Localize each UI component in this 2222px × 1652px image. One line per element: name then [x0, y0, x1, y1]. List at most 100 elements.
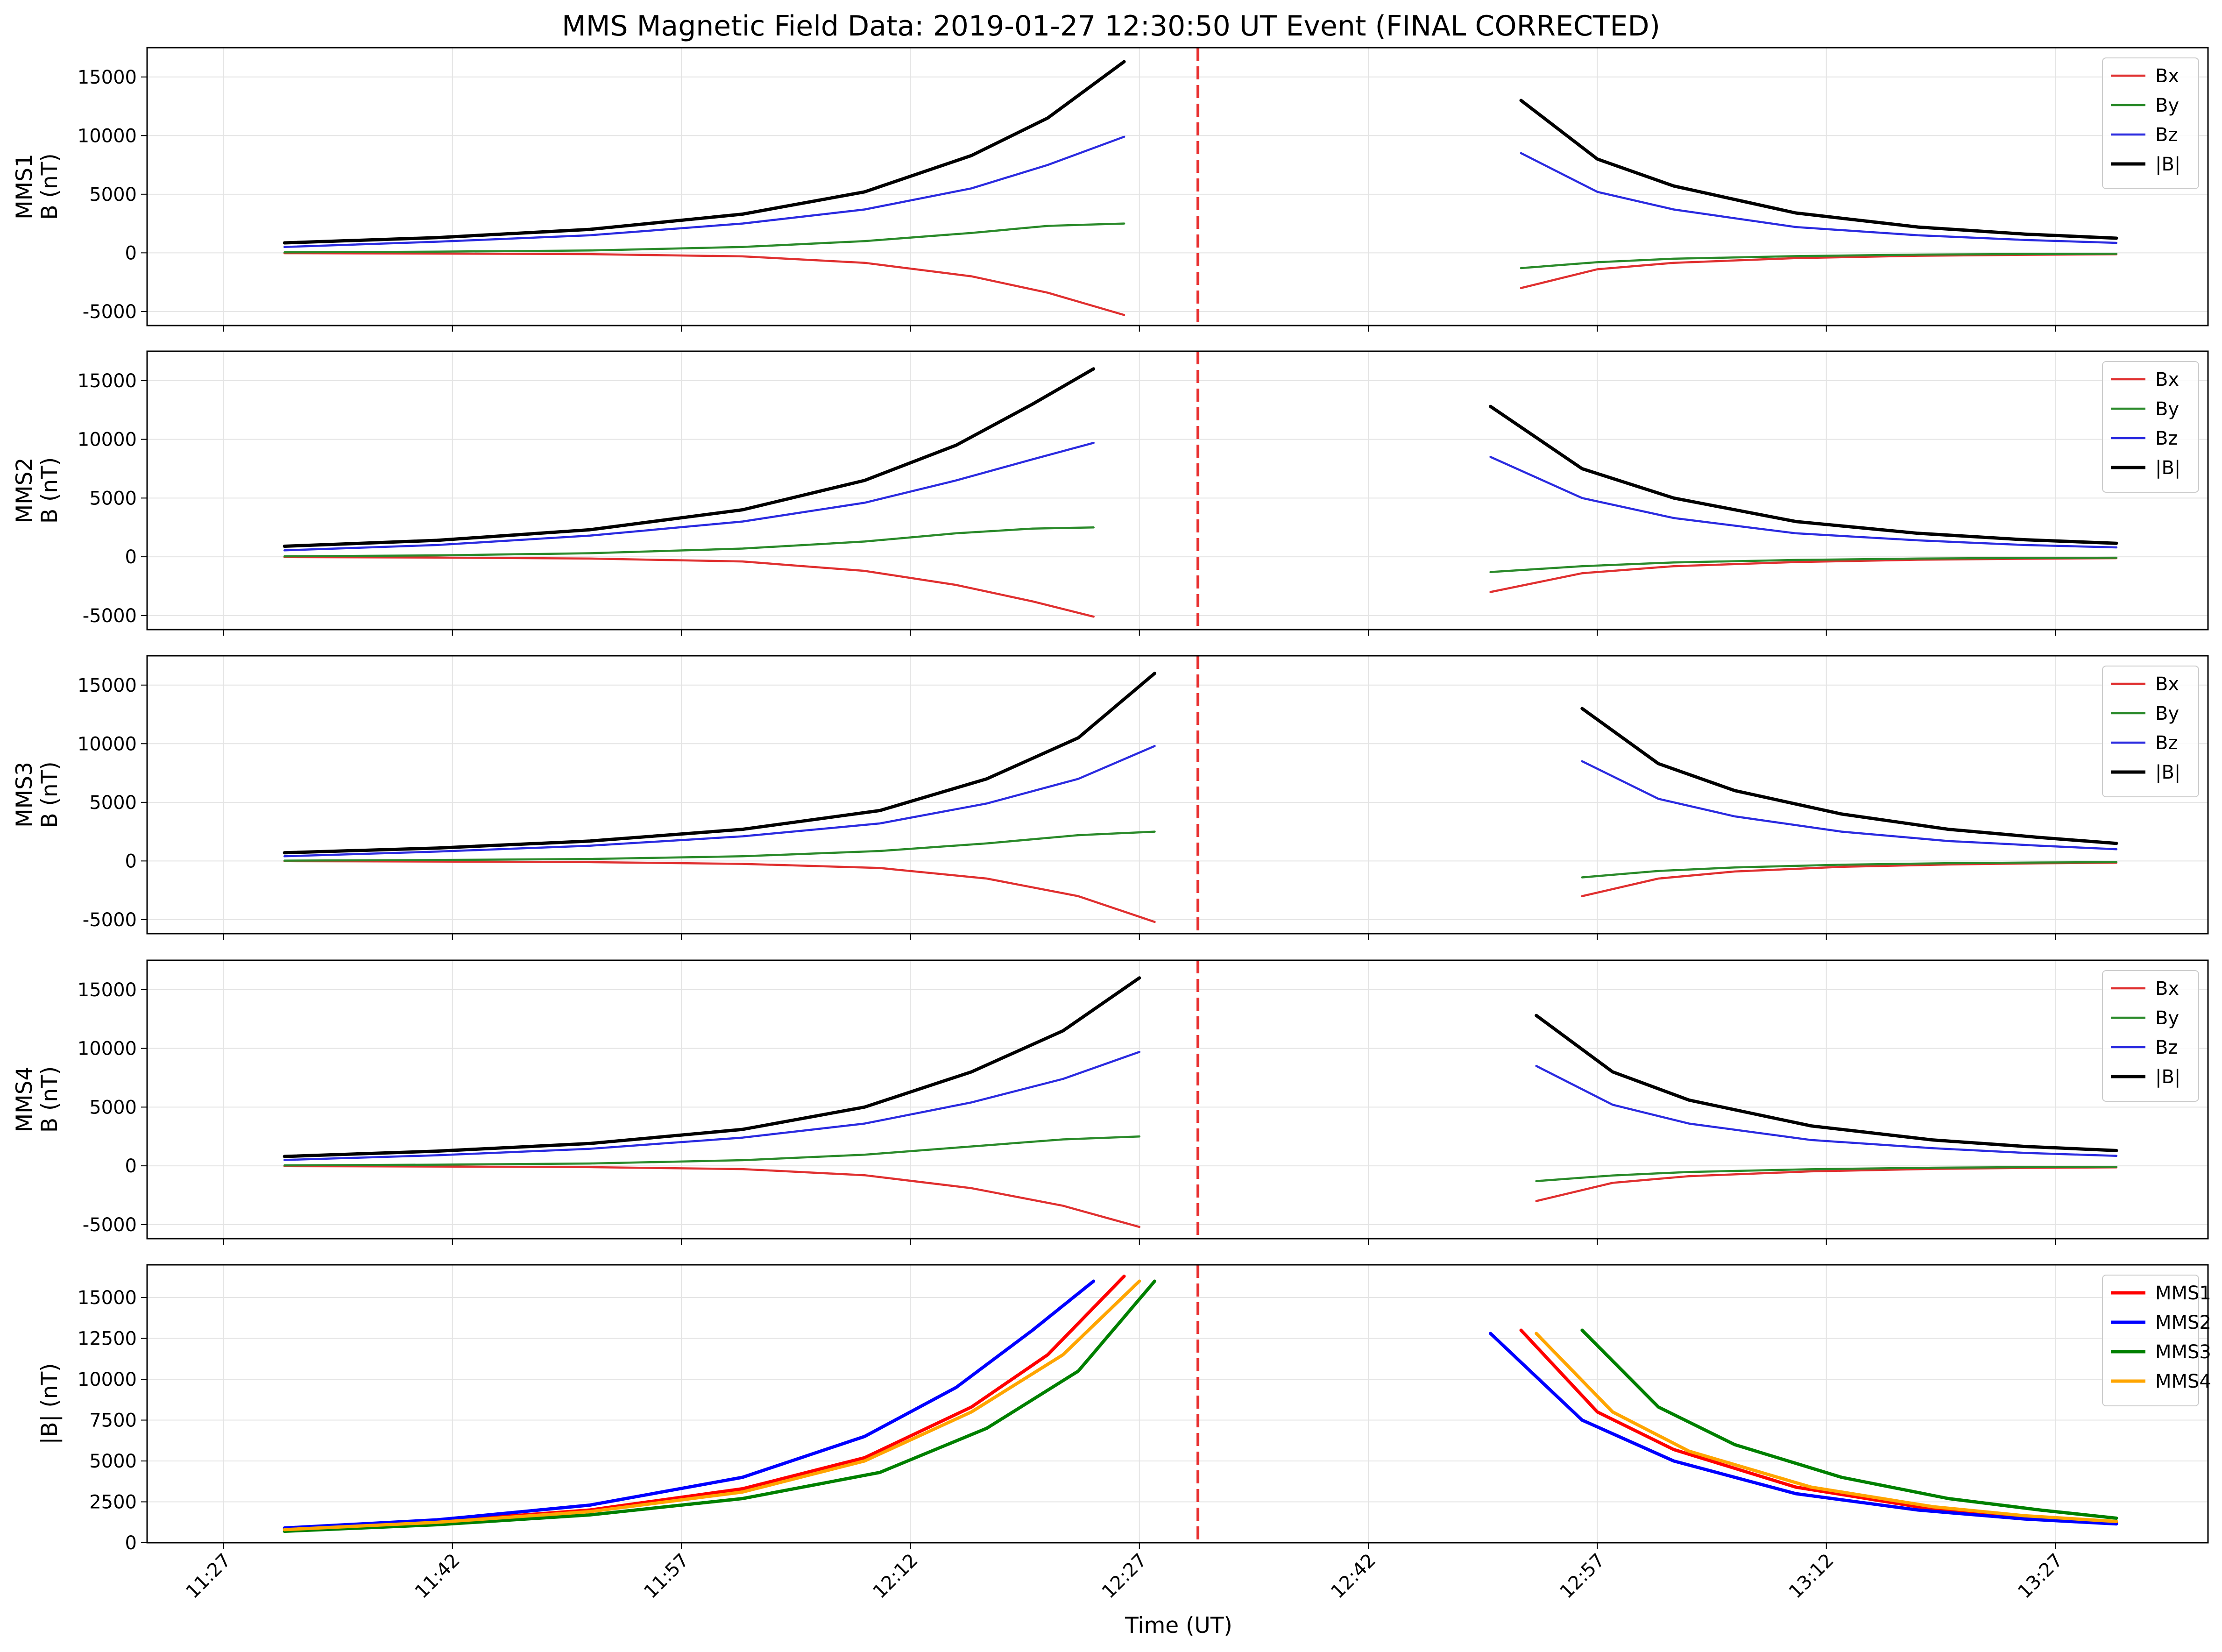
series-line-by	[1489, 556, 2118, 574]
series-line-bz	[1581, 760, 2118, 851]
y-tick-label: 15000	[78, 370, 137, 392]
y-tick-label: 5000	[89, 792, 137, 814]
legend-label: Bx	[2155, 674, 2179, 695]
series-line-bz	[1489, 456, 2118, 549]
y-axis-label: MMS2B (nT)	[12, 457, 63, 524]
y-axis-label: MMS4B (nT)	[12, 1066, 63, 1133]
legend-label: By	[2155, 703, 2179, 724]
series-line-total-b	[1535, 1014, 2118, 1152]
legend-label: |B|	[2155, 762, 2180, 783]
x-tick-label: 12:12	[869, 1550, 922, 1603]
y-tick-label: 5000	[89, 1097, 137, 1118]
plot-frame	[146, 959, 2209, 1240]
series-line-bz	[1535, 1065, 2118, 1157]
panel-mms3: -5000 0 5000 10000 15000 MMS3B (nT) Bx By Bz |B|	[12, 655, 2209, 940]
y-tick-label: -5000	[83, 909, 137, 931]
legend: Bx By Bz |B|	[2102, 57, 2199, 189]
series-line-by	[1520, 253, 2118, 269]
series-lines	[283, 1275, 2118, 1533]
series-line-by	[283, 526, 1095, 558]
series-line-mms2	[283, 1279, 1096, 1530]
legend-label: By	[2155, 398, 2179, 420]
series-line-bx	[283, 556, 1095, 618]
x-tick-label: 12:27	[1098, 1550, 1151, 1603]
y-axis-label-line: B (nT)	[37, 1066, 63, 1133]
y-axis-label-line: B (nT)	[37, 457, 63, 524]
y-axis-label: MMS1B (nT)	[12, 153, 63, 220]
x-tick-label: 12:57	[1556, 1550, 1609, 1603]
series-line-by	[1581, 861, 2118, 879]
legend-label: Bx	[2155, 369, 2179, 390]
legend-label: Bz	[2155, 732, 2178, 754]
series-line-mms4	[1535, 1332, 2118, 1523]
legend: Bx By Bz |B|	[2102, 666, 2199, 797]
y-tick-label: 10000	[78, 733, 137, 755]
legend-label: Bz	[2155, 428, 2178, 449]
series-line-bz	[283, 441, 1095, 552]
y-tick-label: 0	[125, 1532, 137, 1554]
series-line-bz	[1520, 152, 2118, 244]
legend-label: MMS3	[2155, 1341, 2211, 1363]
y-tick-label: 10000	[78, 125, 137, 147]
series-line-mms2	[1489, 1332, 2118, 1526]
series-line-total-b	[283, 367, 1096, 548]
panel-total-b: 0 2500 5000 7500 10000 12500 15000 |B| (nT) MMS1…	[37, 1264, 2211, 1554]
y-tick-label: 5000	[89, 488, 137, 509]
y-tick-label: 15000	[78, 67, 137, 88]
series-line-by	[1535, 1165, 2118, 1183]
y-tick-label: 7500	[89, 1410, 137, 1432]
series-line-bx	[1489, 557, 2118, 593]
y-tick-label: -5000	[83, 605, 137, 627]
legend-box	[2102, 666, 2199, 797]
legend-label: Bz	[2155, 1037, 2178, 1058]
x-tick-label: 11:57	[640, 1550, 693, 1603]
series-lines	[283, 672, 2118, 923]
chart-title: MMS Magnetic Field Data: 2019-01-27 12:3…	[562, 10, 1660, 43]
y-tick-label: -5000	[83, 301, 137, 323]
legend-label: |B|	[2155, 1066, 2180, 1088]
legend-label: Bx	[2155, 978, 2179, 1000]
x-tick-label: 13:12	[1785, 1550, 1838, 1603]
x-tick-label: 11:42	[411, 1550, 464, 1603]
legend-label: By	[2155, 1007, 2179, 1029]
series-line-by	[283, 222, 1125, 254]
legend-label: |B|	[2155, 154, 2180, 175]
series-line-total-b	[1489, 404, 2118, 545]
y-tick-label: 10000	[78, 429, 137, 451]
y-axis-label-line: MMS1	[12, 154, 37, 220]
y-tick-label: 12500	[78, 1328, 137, 1350]
y-tick-label: 10000	[78, 1369, 137, 1390]
y-tick-label: 15000	[78, 1287, 137, 1309]
y-tick-label: 0	[125, 546, 137, 568]
series-lines	[283, 367, 2118, 618]
y-axis-label-line: |B| (nT)	[37, 1363, 63, 1444]
legend-box	[2102, 970, 2199, 1102]
series-line-total-b	[1580, 707, 2118, 845]
series-line-total-b	[283, 976, 1141, 1158]
series-line-bx	[1581, 861, 2118, 897]
y-tick-label: 15000	[78, 675, 137, 696]
series-line-mms3	[1580, 1328, 2118, 1520]
x-axis-label: Time (UT)	[1125, 1613, 1232, 1638]
y-tick-label: 0	[125, 851, 137, 872]
x-tick-label: 12:42	[1327, 1550, 1380, 1603]
series-lines	[283, 976, 2118, 1228]
y-tick-label: 5000	[89, 184, 137, 206]
legend-box	[2102, 361, 2199, 493]
legend: Bx By Bz |B|	[2102, 361, 2199, 493]
legend-label: Bz	[2155, 124, 2178, 146]
legend-box	[2102, 1275, 2199, 1406]
series-line-total-b	[1519, 99, 2118, 240]
legend-label: MMS2	[2155, 1312, 2211, 1333]
y-axis-label-line: MMS2	[12, 458, 37, 524]
y-axis-label-line: B (nT)	[37, 761, 63, 828]
legend: MMS1 MMS2 MMS3 MMS4	[2102, 1275, 2211, 1406]
panel-mms2: -5000 0 5000 10000 15000 MMS2B (nT) Bx By Bz |B|	[12, 350, 2209, 636]
legend-label: Bx	[2155, 65, 2179, 87]
panel-mms1: -5000 0 5000 10000 15000 MMS1B (nT) Bx By Bz |B|	[12, 47, 2209, 332]
series-line-total-b	[283, 60, 1126, 245]
legend-label: |B|	[2155, 457, 2180, 479]
legend: Bx By Bz |B|	[2102, 970, 2199, 1102]
y-tick-label: -5000	[83, 1214, 137, 1236]
